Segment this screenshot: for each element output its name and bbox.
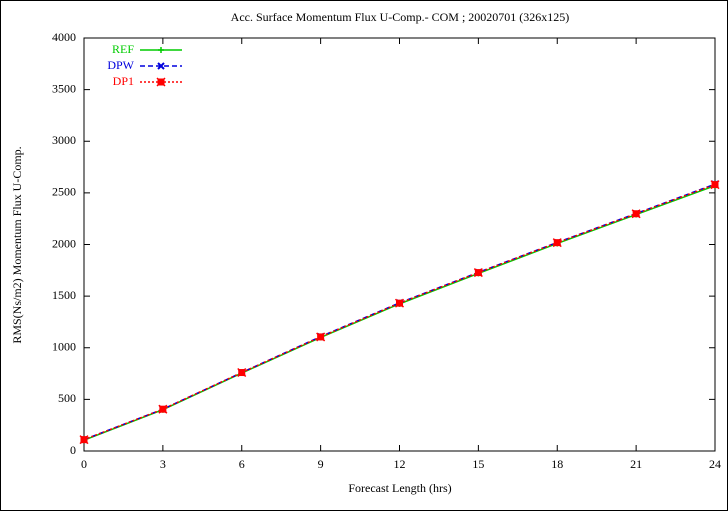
marker xyxy=(237,367,247,378)
y-tick-label: 0 xyxy=(70,443,76,457)
x-tick-label: 24 xyxy=(709,457,721,471)
marker-part xyxy=(710,180,720,190)
series-line xyxy=(83,183,716,441)
y-tick-label: 2000 xyxy=(52,236,76,250)
marker-part xyxy=(158,47,164,53)
marker xyxy=(79,435,89,445)
legend-label: REF xyxy=(112,42,134,56)
y-tick-label: 1000 xyxy=(52,340,76,354)
marker-part xyxy=(158,404,168,414)
legend-label: DP1 xyxy=(113,74,134,88)
x-tick-label: 21 xyxy=(630,457,642,471)
marker xyxy=(631,209,641,219)
x-tick-label: 12 xyxy=(394,457,406,471)
marker-part xyxy=(552,238,562,248)
x-axis-label: Forecast Length (hrs) xyxy=(348,481,451,495)
marker xyxy=(710,180,720,190)
marker xyxy=(316,332,326,342)
marker-part xyxy=(156,77,166,87)
legend-marker xyxy=(157,62,165,70)
marker xyxy=(552,238,562,248)
y-tick-label: 3500 xyxy=(52,81,76,95)
y-tick-label: 500 xyxy=(58,391,76,405)
x-tick-label: 9 xyxy=(318,457,324,471)
legend-marker xyxy=(156,77,166,87)
marker-part xyxy=(473,268,483,278)
marker-part xyxy=(157,62,165,70)
chart-title: Acc. Surface Momentum Flux U-Comp.- COM … xyxy=(231,10,570,24)
x-tick-label: 0 xyxy=(81,457,87,471)
marker-part xyxy=(316,332,326,342)
y-tick-label: 1500 xyxy=(52,288,76,302)
x-tick-label: 3 xyxy=(160,457,166,471)
x-tick-label: 6 xyxy=(239,457,245,471)
y-axis-label: RMS(Ns/m2) Momentum Flux U-Comp. xyxy=(10,146,24,343)
marker-part xyxy=(394,298,405,308)
x-tick-label: 15 xyxy=(472,457,484,471)
y-tick-label: 4000 xyxy=(52,30,76,44)
y-tick-label: 2500 xyxy=(52,185,76,199)
y-tick-label: 3000 xyxy=(52,133,76,147)
legend-marker xyxy=(158,47,164,53)
marker-part xyxy=(237,367,247,378)
marker-part xyxy=(631,209,641,219)
x-tick-label: 18 xyxy=(551,457,563,471)
marker xyxy=(158,404,168,414)
marker xyxy=(473,268,483,278)
marker-part xyxy=(79,435,89,445)
marker xyxy=(394,298,405,308)
legend-label: DPW xyxy=(107,58,134,72)
